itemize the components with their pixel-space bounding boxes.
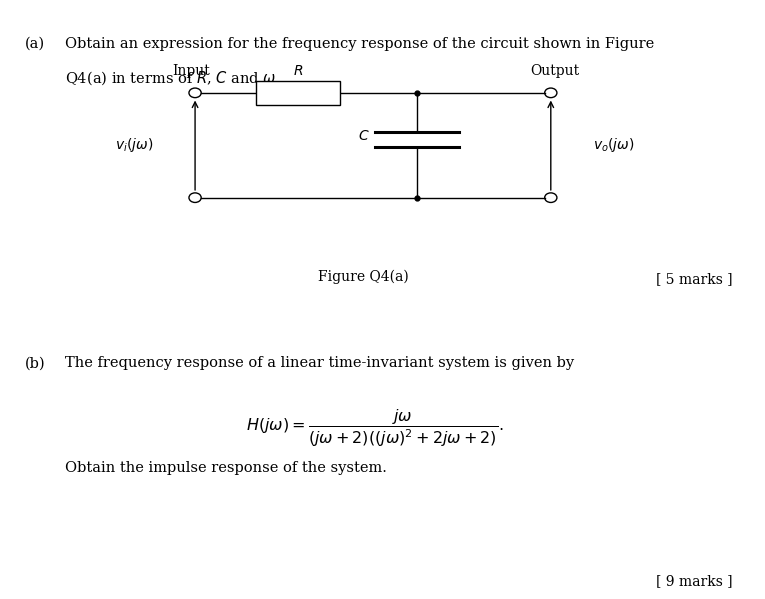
Text: [ 5 marks ]: [ 5 marks ] (656, 273, 733, 286)
Text: The frequency response of a linear time-invariant system is given by: The frequency response of a linear time-… (65, 356, 575, 370)
Text: Figure Q4(a): Figure Q4(a) (318, 270, 409, 284)
Text: Output: Output (530, 64, 579, 78)
Text: $v_i(j\omega)$: $v_i(j\omega)$ (115, 136, 153, 155)
Text: (b): (b) (24, 356, 45, 370)
Text: (a): (a) (24, 37, 44, 51)
Text: Obtain the impulse response of the system.: Obtain the impulse response of the syste… (65, 461, 387, 475)
Text: $H(j\omega) = \dfrac{j\omega}{(j\omega + 2)((j\omega)^2 + 2j\omega + 2)}.$: $H(j\omega) = \dfrac{j\omega}{(j\omega +… (246, 407, 503, 449)
Text: Q4(a) in terms of $R$, $C$ and $\omega$.: Q4(a) in terms of $R$, $C$ and $\omega$. (65, 69, 280, 87)
Text: $C$: $C$ (357, 129, 369, 143)
Bar (256, 81, 340, 105)
Text: $R$: $R$ (293, 64, 304, 78)
Text: Obtain an expression for the frequency response of the circuit shown in Figure: Obtain an expression for the frequency r… (65, 37, 654, 51)
Text: [ 9 marks ]: [ 9 marks ] (656, 574, 733, 588)
Text: $v_o(j\omega)$: $v_o(j\omega)$ (593, 136, 634, 155)
Text: Input: Input (172, 64, 210, 78)
